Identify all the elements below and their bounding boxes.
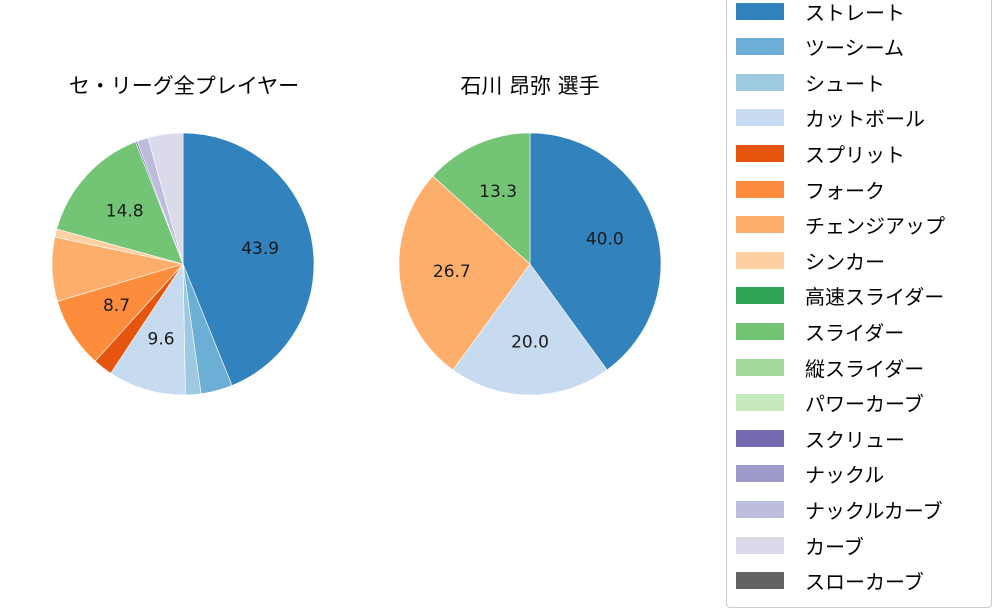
legend-item: ツーシーム [736, 35, 904, 61]
legend-swatch [736, 216, 784, 234]
slice-value-label: 9.6 [148, 329, 175, 349]
slice-value-label: 14.8 [106, 201, 144, 221]
legend-label: チェンジアップ [805, 214, 945, 239]
pie-slice [529, 132, 662, 371]
legend-swatch [736, 500, 784, 518]
legend-swatch [736, 2, 784, 20]
legend-swatch [736, 536, 784, 554]
legend-swatch [736, 394, 784, 412]
legend-item: 高速スライダー [736, 284, 945, 310]
legend-label: スクリュー [805, 427, 905, 452]
legend-label: ナックル [805, 463, 885, 488]
legend-label: シュート [805, 71, 885, 96]
legend-swatch [736, 251, 784, 269]
legend-item: スライダー [736, 319, 905, 345]
slice-value-label: 26.7 [433, 262, 471, 282]
legend-swatch [736, 287, 784, 305]
legend-swatch [736, 358, 784, 376]
pie-slice [182, 132, 315, 386]
legend-item: カットボール [736, 106, 925, 132]
legend-label: シンカー [805, 249, 885, 274]
legend-item: カーブ [736, 533, 864, 559]
right-chart-title: 石川 昂弥 選手 [460, 74, 600, 98]
legend-label: カーブ [805, 534, 864, 559]
legend-swatch [736, 180, 784, 198]
legend-label: フォーク [805, 178, 885, 203]
legend-item: スローカーブ [736, 569, 924, 595]
league-pie-chart: 43.9 9.6 8.7 14.8 [51, 132, 315, 396]
slice-value-label: 13.3 [479, 182, 517, 202]
legend-label: 高速スライダー [805, 285, 945, 310]
legend-item: ナックル [736, 462, 885, 488]
pie-slice [432, 132, 531, 265]
legend-swatch [736, 38, 784, 56]
legend-swatch [736, 465, 784, 483]
pie-slice [452, 263, 608, 396]
legend-item: 縦スライダー [736, 355, 925, 381]
legend-label: ツーシーム [805, 36, 904, 61]
pie-slice [398, 175, 531, 371]
pie-slice [110, 263, 186, 396]
legend-swatch [736, 109, 784, 127]
legend-swatch [736, 144, 784, 162]
pie-slice [147, 132, 184, 265]
legend-label: カットボール [805, 107, 925, 132]
player-pie-chart: 40.0 20.0 26.7 13.3 [398, 132, 662, 396]
legend-item: スクリュー [736, 426, 905, 452]
left-chart-title: セ・リーグ全プレイヤー [68, 74, 300, 98]
legend-item: シュート [736, 70, 885, 96]
legend-item: フォーク [736, 177, 885, 203]
legend-item: チェンジアップ [736, 213, 945, 239]
slice-value-label: 40.0 [586, 230, 624, 250]
legend-item: スプリット [736, 141, 905, 167]
legend-label: スローカーブ [805, 570, 924, 595]
legend-swatch [736, 572, 784, 590]
legend-label: ナックルカーブ [805, 498, 943, 523]
legend-label: パワーカーブ [805, 392, 924, 417]
legend-swatch [736, 73, 784, 91]
legend-item: ナックルカーブ [736, 497, 943, 523]
pie-slice [56, 141, 184, 265]
legend-item: シンカー [736, 248, 885, 274]
legend: ストレートツーシームシュートカットボール スプリットフォークチェンジアップ シンカー… [726, 0, 992, 608]
slice-value-label: 43.9 [241, 239, 279, 259]
legend-label: スプリット [805, 142, 905, 167]
legend-swatch [736, 429, 784, 447]
legend-label: 縦スライダー [805, 356, 925, 381]
legend-label: ストレート [805, 0, 905, 25]
slice-value-label: 20.0 [511, 333, 549, 353]
legend-item: ストレート [736, 0, 905, 25]
slice-value-label: 8.7 [103, 296, 130, 316]
legend-swatch [736, 322, 784, 340]
legend-label: スライダー [805, 320, 905, 345]
legend-item: パワーカーブ [736, 391, 924, 417]
